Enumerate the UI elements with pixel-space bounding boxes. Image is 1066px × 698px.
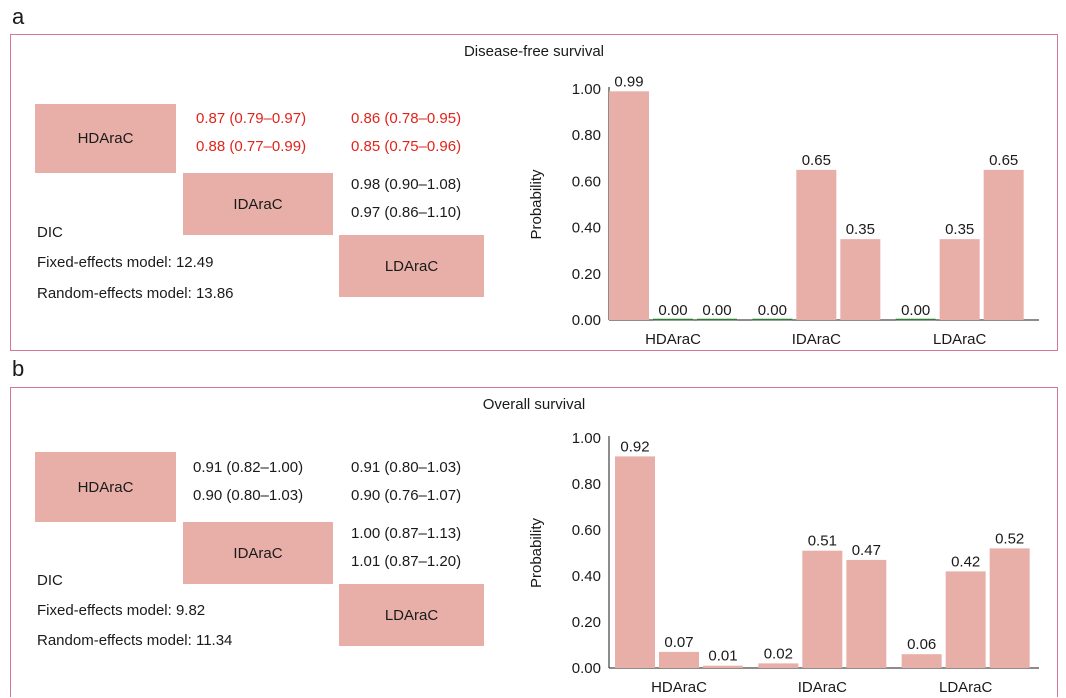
bar-value-label: 0.02 [764,645,793,662]
panel-a-title: Disease-free survival [463,43,605,60]
bar-value-label: 0.92 [620,438,649,455]
dic-heading: DIC [37,572,63,589]
dic-fixed: Fixed-effects model: 12.49 [37,254,214,271]
bar-value-label: 0.00 [658,302,687,319]
estimate-id-ld-2: 0.97 (0.86–1.10) [351,204,462,221]
estimate-hd-ld-2: 0.90 (0.76–1.07) [351,487,462,504]
dic-random: Random-effects model: 13.86 [37,285,234,302]
dic-fixed: Fixed-effects model: 9.82 [37,602,206,619]
y-tick-label: 0.40 [572,220,601,237]
chart-a: Probability 0.00 0.20 0.40 0.60 0.80 1.00 0.99 0… [528,75,1039,348]
bar [945,571,986,668]
bar [901,654,942,668]
estimate-hd-ld-1: 0.91 (0.80–1.03) [351,459,462,476]
bar-value-label: 0.65 [989,152,1018,169]
y-tick-label: 0.40 [572,568,601,585]
bar-value-label: 0.00 [901,302,930,319]
panel-b-letter: b [12,356,25,381]
y-tick-label: 1.00 [572,430,601,447]
x-tick-label: IDAraC [798,679,847,696]
estimate-id-ld-1: 0.98 (0.90–1.08) [351,176,462,193]
bar [840,239,881,320]
bar-value-label: 0.99 [614,75,643,90]
bar-value-label: 0.47 [852,542,881,559]
estimate-hd-id-1: 0.87 (0.79–0.97) [196,110,307,127]
panel-b-title: Overall survival [482,396,586,413]
idarac-box: IDAraC [183,522,333,584]
bar-value-label: 0.65 [802,152,831,169]
y-tick-label: 0.20 [572,266,601,283]
bar [939,239,980,320]
bar [659,651,699,668]
y-tick-label: 0.20 [572,614,601,631]
x-tick-label: IDAraC [792,331,841,348]
estimate-id-ld-2: 1.01 (0.87–1.20) [351,553,462,570]
estimate-id-ld-1: 1.00 (0.87–1.13) [351,525,462,542]
hdarac-box: HDAraC [35,452,176,522]
estimate-hd-ld-2: 0.85 (0.75–0.96) [351,138,462,155]
dic-random: Random-effects model: 11.34 [37,632,233,649]
bar-value-label: 0.52 [995,530,1024,547]
panel-b: Overall survival HDAraC IDAraC LDAraC 0.… [10,387,1058,697]
bar [802,550,843,668]
bar-value-label: 0.51 [808,533,837,550]
bar [989,548,1030,668]
hdarac-box: HDAraC [35,104,176,173]
bar-value-label: 0.00 [758,302,787,319]
bar-value-label: 0.01 [708,648,737,665]
panel-a-letter: a [12,4,25,29]
bar [983,169,1024,320]
bar [796,169,837,320]
bar [846,559,887,668]
y-tick-label: 0.00 [572,660,601,677]
bar-value-label: 0.42 [951,553,980,570]
estimate-hd-id-1: 0.91 (0.82–1.00) [193,459,304,476]
bar [703,665,743,668]
y-tick-label: 1.00 [572,81,601,98]
ldarac-box: LDAraC [339,235,484,297]
dic-heading: DIC [37,224,63,241]
idarac-box: IDAraC [183,173,333,235]
y-tick-label: 0.60 [572,173,601,190]
estimate-hd-ld-1: 0.86 (0.78–0.95) [351,110,462,127]
bar [609,91,649,320]
ldarac-box: LDAraC [339,584,484,646]
bar-value-label: 0.06 [907,636,936,653]
bar-value-label: 0.35 [945,221,974,238]
y-tick-label: 0.60 [572,522,601,539]
chart-b: Probability 0.00 0.20 0.40 0.60 0.80 1.00 0.92 0… [528,430,1039,696]
y-tick-label: 0.80 [572,127,601,144]
y-tick-label: 0.80 [572,476,601,493]
x-tick-label: HDAraC [651,679,707,696]
bar-value-label: 0.35 [846,221,875,238]
x-tick-label: HDAraC [645,331,701,348]
bar-value-label: 0.07 [664,634,693,651]
bar [758,663,799,668]
y-axis-label: Probability [528,169,545,240]
panel-a: Disease-free survival HDAraC IDAraC LDAr… [10,34,1058,351]
bar-value-label: 0.00 [702,302,731,319]
x-tick-label: LDAraC [933,331,987,348]
estimate-hd-id-2: 0.88 (0.77–0.99) [196,138,307,155]
y-axis-label: Probability [528,517,545,588]
x-tick-label: LDAraC [939,679,993,696]
estimate-hd-id-2: 0.90 (0.80–1.03) [193,487,304,504]
y-tick-label: 0.00 [572,312,601,329]
bar [615,456,655,668]
